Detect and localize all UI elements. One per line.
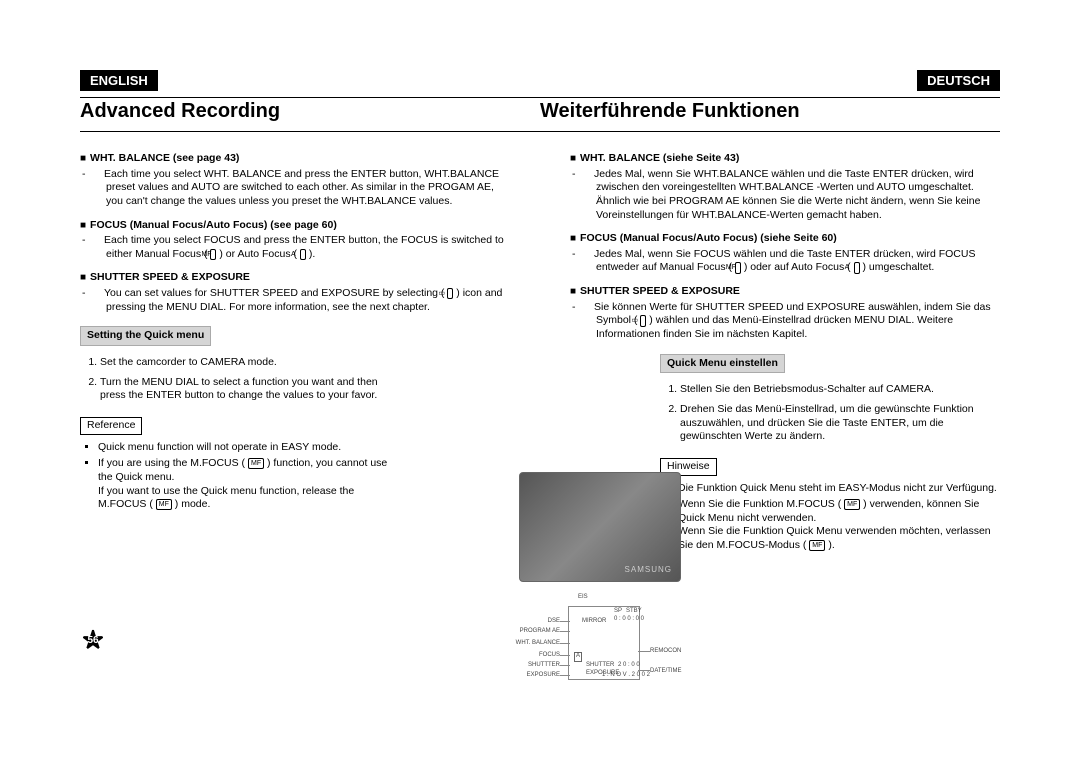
- reference-label-en: Reference: [80, 417, 142, 435]
- step2-en: Turn the MENU DIAL to select a function …: [100, 376, 390, 403]
- heading-shutter-de: ■SHUTTER SPEED & EXPOSURE: [570, 285, 1000, 299]
- lang-english-badge: ENGLISH: [80, 70, 158, 91]
- heading-shutter-en-text: SHUTTER SPEED & EXPOSURE: [90, 271, 250, 283]
- step1-en: Set the camcorder to CAMERA mode.: [100, 356, 390, 370]
- para-wht-de: -Jedes Mal, wenn Sie WHT.BALANCE wählen …: [570, 168, 1000, 223]
- osd-mirror: MIRROR: [582, 618, 606, 626]
- heading-focus-en: ■FOCUS (Manual Focus/Auto Focus) (see pa…: [80, 219, 510, 233]
- para-shutter-en: -You can set values for SHUTTER SPEED an…: [80, 287, 510, 314]
- heading-focus-de-text: FOCUS (Manual Focus/Auto Focus) (siehe S…: [580, 232, 837, 244]
- osd-wht: WHT. BALANCE: [516, 640, 560, 648]
- osd-diagram: EIS DSE MIRROR PROGRAM AE WHT. BALANCE F…: [510, 588, 690, 703]
- osd-date: 1 . N O V . 2 0 0 2: [602, 672, 650, 680]
- para-focus-de: -Jedes Mal, wenn Sie FOCUS wählen und di…: [570, 248, 1000, 275]
- mfocus-icon: MF: [809, 540, 825, 551]
- osd-programae: PROGRAM AE: [520, 628, 560, 636]
- afocus-icon: A: [300, 249, 306, 260]
- ref3-de: Wenn Sie die Funktion Quick Menu verwend…: [678, 525, 1000, 552]
- osd-shutter2: SHUTTER: [586, 662, 614, 670]
- menu-icon: ▭: [640, 315, 646, 326]
- osd-shutter: SHUTTTER: [528, 662, 560, 670]
- para-wht-en: -Each time you select WHT. BALANCE and p…: [80, 168, 510, 209]
- heading-wht-en-text: WHT. BALANCE (see page 43): [90, 152, 239, 164]
- center-figure: EIS DSE MIRROR PROGRAM AE WHT. BALANCE F…: [510, 472, 690, 703]
- titles-row: Advanced Recording Weiterführende Funkti…: [80, 100, 1000, 123]
- reference-list-de: Die Funktion Quick Menu steht im EASY-Mo…: [660, 482, 1000, 553]
- osd-sp: SP: [614, 608, 622, 616]
- page-number-badge: 56: [80, 627, 106, 653]
- title-left: Advanced Recording: [80, 100, 540, 123]
- mfocus-icon: MF: [735, 262, 741, 273]
- reference-list-en: Quick menu function will not operate in …: [80, 441, 390, 512]
- ref2-en: If you are using the M.FOCUS ( MF ) func…: [98, 457, 390, 512]
- left-lower-body: Setting the Quick menu Set the camcorder…: [80, 316, 510, 511]
- heading-wht-de-text: WHT. BALANCE (siehe Seite 43): [580, 152, 739, 164]
- heading-wht-de: ■WHT. BALANCE (siehe Seite 43): [570, 152, 1000, 166]
- step1-de: Stellen Sie den Betriebsmodus-Schalter a…: [680, 383, 1000, 397]
- heading-shutter-de-text: SHUTTER SPEED & EXPOSURE: [580, 285, 740, 297]
- rule-bottom: [80, 131, 1000, 132]
- osd-focus: FOCUS: [539, 652, 560, 660]
- ref1-de: Die Funktion Quick Menu steht im EASY-Mo…: [678, 482, 1000, 496]
- camcorder-illustration: [519, 472, 681, 582]
- menu-icon: ▭: [447, 288, 453, 299]
- osd-time2: 2 0 : 0 0: [618, 662, 640, 670]
- para-focus-en: -Each time you select FOCUS and press th…: [80, 234, 510, 261]
- osd-exposure: EXPOSURE: [527, 672, 560, 680]
- title-right: Weiterführende Funktionen: [540, 100, 1000, 123]
- mfocus-icon: MF: [248, 458, 264, 469]
- osd-datetime: DATE/TIME: [650, 668, 682, 676]
- afocus-icon: A: [854, 262, 860, 273]
- lang-deutsch-badge: DEUTSCH: [917, 70, 1000, 91]
- page-number: 56: [80, 627, 106, 653]
- heading-focus-de: ■FOCUS (Manual Focus/Auto Focus) (siehe …: [570, 232, 1000, 246]
- column-english: ■WHT. BALANCE (see page 43) -Each time y…: [80, 142, 540, 556]
- quick-heading-en: Setting the Quick menu: [80, 326, 211, 346]
- rule-top: [80, 97, 1000, 98]
- mfocus-icon: MF: [844, 499, 860, 510]
- ref3-en: If you want to use the Quick menu functi…: [98, 485, 390, 512]
- osd-remocon: REMOCON: [650, 648, 681, 656]
- osd-dse: DSE: [548, 618, 560, 626]
- osd-a-icon: A: [574, 652, 582, 662]
- ref2-de: Wenn Sie die Funktion M.FOCUS ( MF ) ver…: [678, 498, 1000, 553]
- osd-stby: STBY: [626, 608, 642, 616]
- heading-wht-en: ■WHT. BALANCE (see page 43): [80, 152, 510, 166]
- para-shutter-de: -Sie können Werte für SHUTTER SPEED und …: [570, 301, 1000, 342]
- heading-shutter-en: ■SHUTTER SPEED & EXPOSURE: [80, 271, 510, 285]
- manual-page: ENGLISH DEUTSCH Advanced Recording Weite…: [0, 0, 1080, 763]
- mfocus-icon: MF: [156, 499, 172, 510]
- quick-heading-de: Quick Menu einstellen: [660, 354, 785, 374]
- mfocus-icon: MF: [210, 249, 216, 260]
- step2-de: Drehen Sie das Menü-Einstellrad, um die …: [680, 403, 1000, 444]
- osd-eis: EIS: [578, 594, 588, 602]
- heading-focus-en-text: FOCUS (Manual Focus/Auto Focus) (see pag…: [90, 219, 337, 231]
- two-column-content: ■WHT. BALANCE (see page 43) -Each time y…: [80, 142, 1000, 556]
- language-header: ENGLISH DEUTSCH: [80, 70, 1000, 91]
- osd-time1: 0 : 0 0 : 0 0: [614, 616, 644, 624]
- ref1-en: Quick menu function will not operate in …: [98, 441, 390, 455]
- steps-de: Stellen Sie den Betriebsmodus-Schalter a…: [660, 383, 1000, 444]
- steps-en: Set the camcorder to CAMERA mode. Turn t…: [80, 356, 390, 403]
